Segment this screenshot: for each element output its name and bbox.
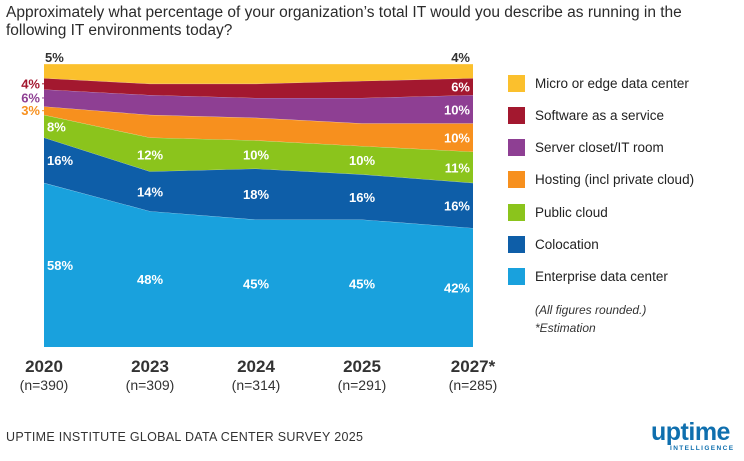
legend-item-colocation: Colocation: [508, 235, 599, 255]
legend-label-micro-or-edge-data-center: Micro or edge data center: [535, 75, 689, 91]
area-software-as-a-service: [44, 78, 473, 98]
value-label-server-closet-it-room-4: 10%: [444, 102, 470, 117]
value-label-enterprise-data-center-2: 45%: [243, 276, 269, 291]
value-label-colocation-1: 14%: [137, 184, 163, 199]
legend-swatch-public-cloud: [508, 203, 525, 221]
value-label-colocation-2: 18%: [243, 187, 269, 202]
legend-swatch-micro-or-edge-data-center: [508, 74, 525, 92]
legend-item-hosting-incl-private-cloud: Hosting (incl private cloud): [508, 170, 694, 190]
legend-label-colocation: Colocation: [535, 237, 599, 252]
x-sample-size-4: (n=285): [449, 377, 498, 393]
x-sample-size-1: (n=309): [126, 377, 175, 393]
value-label-software-as-a-service-0: 4%: [21, 76, 40, 91]
value-label-server-closet-it-room-0: 6%: [21, 90, 40, 105]
x-tick-label-1: 2023: [131, 357, 169, 376]
area-colocation: [44, 137, 473, 229]
legend-item-server-closet-it-room: Server closet/IT room: [508, 138, 664, 158]
legend-item-micro-or-edge-data-center: Micro or edge data center: [508, 73, 689, 93]
legend-swatch-hosting-incl-private-cloud: [508, 171, 525, 189]
value-label-hosting-incl-private-cloud-4: 10%: [444, 131, 470, 146]
area-micro-or-edge-data-center: [44, 64, 473, 84]
value-label-public-cloud-4: 11%: [445, 160, 471, 175]
chart-title: Approximately what percentage of your or…: [6, 4, 682, 39]
x-sample-size-0: (n=390): [20, 377, 69, 393]
stacked-area-chart: 58% 48% 45% 45% 42% 16% 14% 18% 16% 16% 8% 12% 10% 10…: [20, 50, 498, 393]
value-label-micro-or-edge-data-center-0: 5%: [45, 50, 64, 65]
legend-label-hosting-incl-private-cloud: Hosting (incl private cloud): [535, 172, 695, 188]
value-label-colocation-0: 16%: [47, 153, 73, 168]
rounding-note: (All figures rounded.): [535, 303, 647, 317]
value-label-colocation-3: 16%: [349, 190, 375, 205]
value-label-public-cloud-0: 8%: [47, 119, 66, 134]
x-sample-size-2: (n=314): [232, 377, 281, 393]
legend-item-software-as-a-service: Software as a service: [508, 105, 664, 125]
x-tick-label-2: 2024: [237, 357, 275, 376]
value-label-enterprise-data-center-0: 58%: [47, 258, 73, 273]
x-tick-label-4: 2027*: [451, 357, 496, 376]
logo-subtitle: INTELLIGENCE: [670, 445, 735, 452]
legend-label-software-as-a-service: Software as a service: [535, 107, 665, 123]
value-label-colocation-4: 16%: [444, 199, 470, 214]
legend-label-server-closet-it-room: Server closet/IT room: [535, 140, 664, 156]
estimation-note: *Estimation: [535, 321, 596, 335]
legend-item-public-cloud: Public cloud: [508, 202, 608, 222]
value-label-public-cloud-2: 10%: [243, 148, 269, 163]
area-public-cloud: [44, 114, 473, 183]
value-label-enterprise-data-center-4: 42%: [444, 281, 470, 296]
x-tick-label-3: 2025: [343, 357, 381, 376]
logo-wordmark: uptime: [651, 418, 730, 446]
legend-swatch-server-closet-it-room: [508, 139, 525, 157]
value-label-micro-or-edge-data-center-4: 4%: [451, 50, 470, 65]
legend-swatch-enterprise-data-center: [508, 268, 525, 286]
uptime-logo[interactable]: uptime INTELLIGENCE: [651, 418, 741, 458]
value-label-enterprise-data-center-1: 48%: [137, 272, 163, 287]
legend-label-public-cloud: Public cloud: [535, 204, 608, 220]
x-tick-label-0: 2020: [25, 357, 63, 376]
x-sample-size-3: (n=291): [338, 377, 387, 393]
legend-item-enterprise-data-center: Enterprise data center: [508, 267, 668, 287]
legend-swatch-colocation: [508, 236, 525, 253]
value-label-software-as-a-service-4: 6%: [451, 80, 470, 95]
value-label-public-cloud-3: 10%: [349, 153, 375, 168]
survey-source-footer: UPTIME INSTITUTE GLOBAL DATA CENTER SURV…: [6, 430, 364, 444]
legend-swatch-software-as-a-service: [508, 106, 525, 124]
value-label-hosting-incl-private-cloud-0: 3%: [21, 103, 40, 118]
value-label-public-cloud-1: 12%: [137, 148, 163, 163]
area-hosting-incl-private-cloud: [44, 106, 473, 152]
value-label-enterprise-data-center-3: 45%: [349, 276, 375, 291]
legend-label-enterprise-data-center: Enterprise data center: [535, 269, 668, 285]
area-enterprise-data-center: [44, 182, 473, 347]
